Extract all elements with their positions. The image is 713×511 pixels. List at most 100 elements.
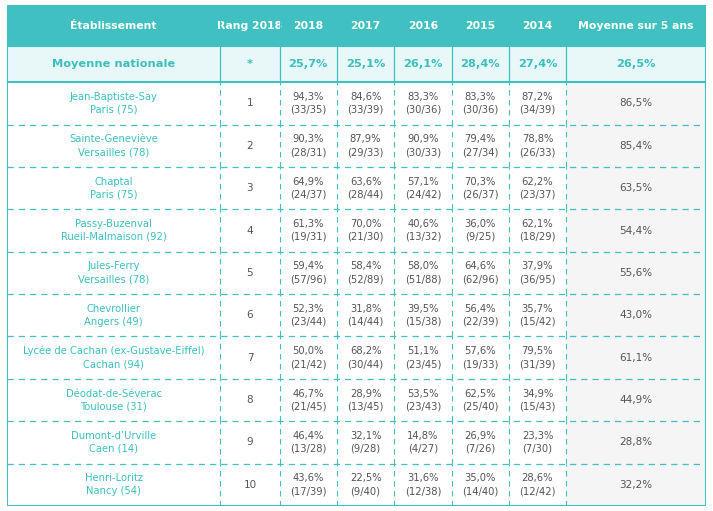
Bar bbox=[7, 82, 220, 125]
Text: 59,4%
(57/96): 59,4% (57/96) bbox=[290, 262, 327, 284]
Bar bbox=[451, 463, 509, 506]
Text: 53,5%
(23/43): 53,5% (23/43) bbox=[405, 388, 441, 411]
Bar bbox=[220, 82, 279, 125]
Bar bbox=[7, 336, 220, 379]
Bar bbox=[451, 82, 509, 125]
Text: 52,3%
(23/44): 52,3% (23/44) bbox=[290, 304, 327, 327]
Bar bbox=[337, 252, 394, 294]
Text: 25,7%: 25,7% bbox=[289, 59, 328, 69]
Bar bbox=[220, 252, 279, 294]
Bar bbox=[394, 82, 451, 125]
Text: Déodat-de-Séverac
Toulouse (31): Déodat-de-Séverac Toulouse (31) bbox=[66, 388, 162, 411]
Text: 78,8%
(26/33): 78,8% (26/33) bbox=[519, 134, 555, 157]
Bar bbox=[566, 46, 706, 82]
Text: 31,8%
(14/44): 31,8% (14/44) bbox=[347, 304, 384, 327]
Bar bbox=[451, 167, 509, 210]
Text: *: * bbox=[247, 59, 253, 69]
Text: 46,7%
(21/45): 46,7% (21/45) bbox=[290, 388, 327, 411]
Text: Jules-Ferry
Versailles (78): Jules-Ferry Versailles (78) bbox=[78, 262, 149, 284]
Bar bbox=[337, 82, 394, 125]
Text: 26,5%: 26,5% bbox=[616, 59, 656, 69]
Text: 79,4%
(27/34): 79,4% (27/34) bbox=[462, 134, 498, 157]
Text: 70,0%
(21/30): 70,0% (21/30) bbox=[347, 219, 384, 242]
Text: Rang 2018: Rang 2018 bbox=[217, 20, 282, 31]
Bar bbox=[220, 167, 279, 210]
Bar bbox=[509, 210, 566, 252]
Bar bbox=[220, 294, 279, 336]
Bar bbox=[337, 336, 394, 379]
Bar bbox=[451, 294, 509, 336]
Bar bbox=[394, 294, 451, 336]
Text: 83,3%
(30/36): 83,3% (30/36) bbox=[405, 92, 441, 115]
Text: 22,5%
(9/40): 22,5% (9/40) bbox=[350, 473, 381, 496]
Bar bbox=[566, 379, 706, 421]
Bar bbox=[279, 46, 337, 82]
Bar bbox=[394, 336, 451, 379]
Bar bbox=[566, 82, 706, 125]
Bar bbox=[509, 167, 566, 210]
Bar bbox=[220, 5, 279, 46]
Bar bbox=[451, 5, 509, 46]
Bar bbox=[394, 46, 451, 82]
Text: 32,1%
(9/28): 32,1% (9/28) bbox=[350, 431, 381, 454]
Bar bbox=[451, 336, 509, 379]
Text: 64,6%
(62/96): 64,6% (62/96) bbox=[462, 262, 498, 284]
Text: 57,6%
(19/33): 57,6% (19/33) bbox=[462, 346, 498, 369]
Text: 10: 10 bbox=[243, 480, 257, 490]
Bar bbox=[509, 82, 566, 125]
Text: 87,9%
(29/33): 87,9% (29/33) bbox=[347, 134, 384, 157]
Bar bbox=[7, 167, 220, 210]
Text: 32,2%: 32,2% bbox=[620, 480, 652, 490]
Text: 25,1%: 25,1% bbox=[346, 59, 385, 69]
Bar bbox=[451, 421, 509, 463]
Text: 23,3%
(7/30): 23,3% (7/30) bbox=[522, 431, 553, 454]
Text: 51,1%
(23/45): 51,1% (23/45) bbox=[405, 346, 441, 369]
Text: 63,6%
(28/44): 63,6% (28/44) bbox=[347, 177, 384, 199]
Bar bbox=[394, 210, 451, 252]
Text: 34,9%
(15/43): 34,9% (15/43) bbox=[519, 388, 555, 411]
Text: 27,4%: 27,4% bbox=[518, 59, 558, 69]
Text: 61,3%
(19/31): 61,3% (19/31) bbox=[290, 219, 327, 242]
Text: 90,9%
(30/33): 90,9% (30/33) bbox=[405, 134, 441, 157]
Text: 2014: 2014 bbox=[523, 20, 553, 31]
Bar bbox=[509, 336, 566, 379]
Bar bbox=[394, 463, 451, 506]
Text: 4: 4 bbox=[247, 225, 253, 236]
Bar bbox=[279, 252, 337, 294]
Bar bbox=[220, 46, 279, 82]
Bar bbox=[220, 336, 279, 379]
Text: 2: 2 bbox=[247, 141, 253, 151]
Text: Sainte-Geneviève
Versailles (78): Sainte-Geneviève Versailles (78) bbox=[69, 134, 158, 157]
Text: 62,1%
(18/29): 62,1% (18/29) bbox=[519, 219, 555, 242]
Bar bbox=[279, 379, 337, 421]
Text: 7: 7 bbox=[247, 353, 253, 363]
Bar bbox=[509, 46, 566, 82]
Bar bbox=[566, 210, 706, 252]
Text: 6: 6 bbox=[247, 310, 253, 320]
Text: 87,2%
(34/39): 87,2% (34/39) bbox=[519, 92, 555, 115]
Bar bbox=[279, 125, 337, 167]
Bar bbox=[394, 167, 451, 210]
Bar bbox=[509, 463, 566, 506]
Bar bbox=[509, 421, 566, 463]
Bar bbox=[279, 5, 337, 46]
Bar bbox=[220, 125, 279, 167]
Bar bbox=[220, 379, 279, 421]
Bar bbox=[337, 463, 394, 506]
Bar bbox=[451, 210, 509, 252]
Bar bbox=[394, 379, 451, 421]
Bar bbox=[566, 5, 706, 46]
Text: 58,0%
(51/88): 58,0% (51/88) bbox=[405, 262, 441, 284]
Text: 2017: 2017 bbox=[351, 20, 381, 31]
Text: 26,9%
(7/26): 26,9% (7/26) bbox=[464, 431, 496, 454]
Bar bbox=[220, 210, 279, 252]
Bar bbox=[337, 125, 394, 167]
Bar bbox=[279, 167, 337, 210]
Bar bbox=[337, 167, 394, 210]
Text: 64,9%
(24/37): 64,9% (24/37) bbox=[290, 177, 327, 199]
Text: 26,1%: 26,1% bbox=[403, 59, 443, 69]
Bar bbox=[509, 5, 566, 46]
Text: 5: 5 bbox=[247, 268, 253, 278]
Text: 28,9%
(13/45): 28,9% (13/45) bbox=[347, 388, 384, 411]
Text: 2015: 2015 bbox=[465, 20, 496, 31]
